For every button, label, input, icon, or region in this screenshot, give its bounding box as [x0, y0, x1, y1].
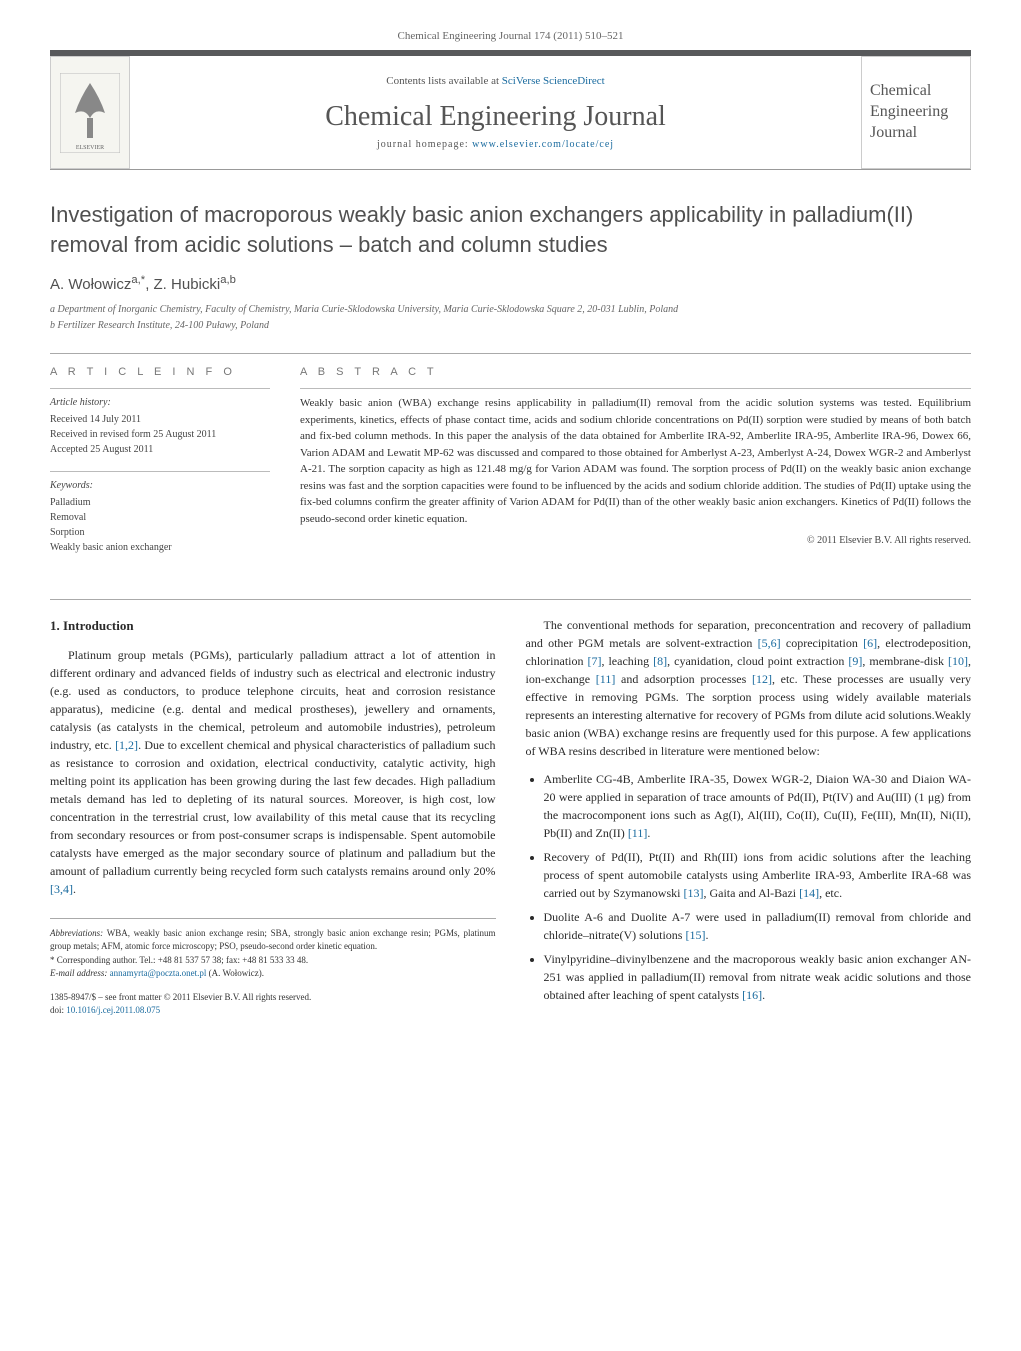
journal-cover: Chemical Engineering Journal — [861, 56, 971, 169]
applications-list: Amberlite CG-4B, Amberlite IRA-35, Dowex… — [544, 770, 972, 1004]
abstract-text: Weakly basic anion (WBA) exchange resins… — [300, 388, 971, 527]
article-info-heading: A R T I C L E I N F O — [50, 366, 270, 378]
email-suffix: (A. Wołowicz). — [209, 968, 264, 978]
elsevier-logo: ELSEVIER — [50, 56, 130, 169]
homepage-prefix: journal homepage: — [377, 139, 472, 150]
ref-link[interactable]: [15] — [685, 928, 705, 942]
keyword: Removal — [50, 510, 270, 525]
sciencedirect-link[interactable]: SciVerse ScienceDirect — [502, 75, 605, 87]
ref-link[interactable]: [9] — [848, 654, 862, 668]
ref-link[interactable]: [8] — [653, 654, 667, 668]
homepage-link[interactable]: www.elsevier.com/locate/cej — [472, 139, 614, 150]
intro-heading: 1. Introduction — [50, 616, 496, 636]
contents-prefix: Contents lists available at — [386, 75, 501, 87]
authors-line: A. Wołowicza,*, Z. Hubickia,b — [50, 274, 971, 293]
homepage-line: journal homepage: www.elsevier.com/locat… — [150, 139, 841, 150]
page-container: Chemical Engineering Journal 174 (2011) … — [0, 0, 1021, 1048]
contents-available-line: Contents lists available at SciVerse Sci… — [150, 75, 841, 87]
history-line: Received in revised form 25 August 2011 — [50, 427, 270, 442]
intro-paragraph: Platinum group metals (PGMs), particular… — [50, 646, 496, 898]
doi-line: doi: 10.1016/j.cej.2011.08.075 — [50, 1004, 496, 1018]
affiliations: a Department of Inorganic Chemistry, Fac… — [50, 303, 971, 333]
ref-link[interactable]: [13] — [683, 886, 703, 900]
corr-text: Tel.: +48 81 537 57 38; fax: +48 81 533 … — [139, 955, 308, 965]
email-link[interactable]: annamyrta@poczta.onet.pl — [110, 968, 207, 978]
abbreviations-line: Abbreviations: WBA, weakly basic anion e… — [50, 927, 496, 954]
corresponding-line: * Corresponding author. Tel.: +48 81 537… — [50, 954, 496, 968]
list-item: Amberlite CG-4B, Amberlite IRA-35, Dowex… — [544, 770, 972, 842]
article-info-col: A R T I C L E I N F O Article history: R… — [50, 366, 270, 569]
affiliation-b: b Fertilizer Research Institute, 24-100 … — [50, 319, 971, 333]
masthead: ELSEVIER Contents lists available at Sci… — [50, 50, 971, 170]
ref-link[interactable]: [14] — [799, 886, 819, 900]
ref-link[interactable]: [6] — [863, 636, 877, 650]
email-label: E-mail address: — [50, 968, 110, 978]
tree-icon: ELSEVIER — [60, 73, 120, 153]
info-abstract-row: A R T I C L E I N F O Article history: R… — [50, 353, 971, 569]
keyword: Weakly basic anion exchanger — [50, 540, 270, 555]
abstract-heading: A B S T R A C T — [300, 366, 971, 378]
history-label: Article history: — [50, 395, 270, 410]
ref-link[interactable]: [12] — [752, 672, 772, 686]
ref-link[interactable]: [11] — [628, 826, 648, 840]
list-item: Vinylpyridine–divinylbenzene and the mac… — [544, 950, 972, 1004]
copyright-line: © 2011 Elsevier B.V. All rights reserved… — [300, 535, 971, 546]
front-matter-line: 1385-8947/$ – see front matter © 2011 El… — [50, 991, 496, 1005]
history-line: Accepted 25 August 2011 — [50, 442, 270, 457]
ref-link[interactable]: [7] — [587, 654, 601, 668]
list-item: Duolite A-6 and Duolite A-7 were used in… — [544, 908, 972, 944]
masthead-center: Contents lists available at SciVerse Sci… — [130, 56, 861, 169]
footer-block: Abbreviations: WBA, weakly basic anion e… — [50, 918, 496, 1018]
abstract-col: A B S T R A C T Weakly basic anion (WBA)… — [300, 366, 971, 569]
doi-link[interactable]: 10.1016/j.cej.2011.08.075 — [66, 1005, 160, 1015]
keyword: Sorption — [50, 525, 270, 540]
methods-paragraph: The conventional methods for separation,… — [526, 616, 972, 760]
ref-link[interactable]: [1,2] — [115, 738, 138, 752]
svg-text:ELSEVIER: ELSEVIER — [76, 145, 104, 151]
body-col-right: The conventional methods for separation,… — [526, 616, 972, 1018]
ref-link[interactable]: [5,6] — [758, 636, 781, 650]
keyword: Palladium — [50, 495, 270, 510]
body-columns: 1. Introduction Platinum group metals (P… — [50, 599, 971, 1018]
body-col-left: 1. Introduction Platinum group metals (P… — [50, 616, 496, 1018]
ref-link[interactable]: [10] — [948, 654, 968, 668]
affiliation-a: a Department of Inorganic Chemistry, Fac… — [50, 303, 971, 317]
ref-link[interactable]: [3,4] — [50, 882, 73, 896]
list-item: Recovery of Pd(II), Pt(II) and Rh(III) i… — [544, 848, 972, 902]
history-line: Received 14 July 2011 — [50, 412, 270, 427]
article-history: Article history: Received 14 July 2011 R… — [50, 388, 270, 457]
keywords-label: Keywords: — [50, 478, 270, 493]
ref-link[interactable]: [16] — [742, 988, 762, 1002]
abbreviations-label: Abbreviations: — [50, 928, 103, 938]
email-line: E-mail address: annamyrta@poczta.onet.pl… — [50, 967, 496, 981]
article-title: Investigation of macroporous weakly basi… — [50, 200, 971, 259]
ref-link[interactable]: [11] — [596, 672, 616, 686]
doi-prefix: doi: — [50, 1005, 64, 1015]
journal-name: Chemical Engineering Journal — [150, 101, 841, 133]
keywords-block: Keywords: Palladium Removal Sorption Wea… — [50, 471, 270, 555]
doi-block: 1385-8947/$ – see front matter © 2011 El… — [50, 991, 496, 1018]
journal-cover-text: Chemical Engineering Journal — [870, 81, 962, 143]
running-header: Chemical Engineering Journal 174 (2011) … — [50, 30, 971, 42]
abbreviations-text: WBA, weakly basic anion exchange resin; … — [50, 928, 496, 952]
corr-label: * Corresponding author. — [50, 955, 139, 965]
